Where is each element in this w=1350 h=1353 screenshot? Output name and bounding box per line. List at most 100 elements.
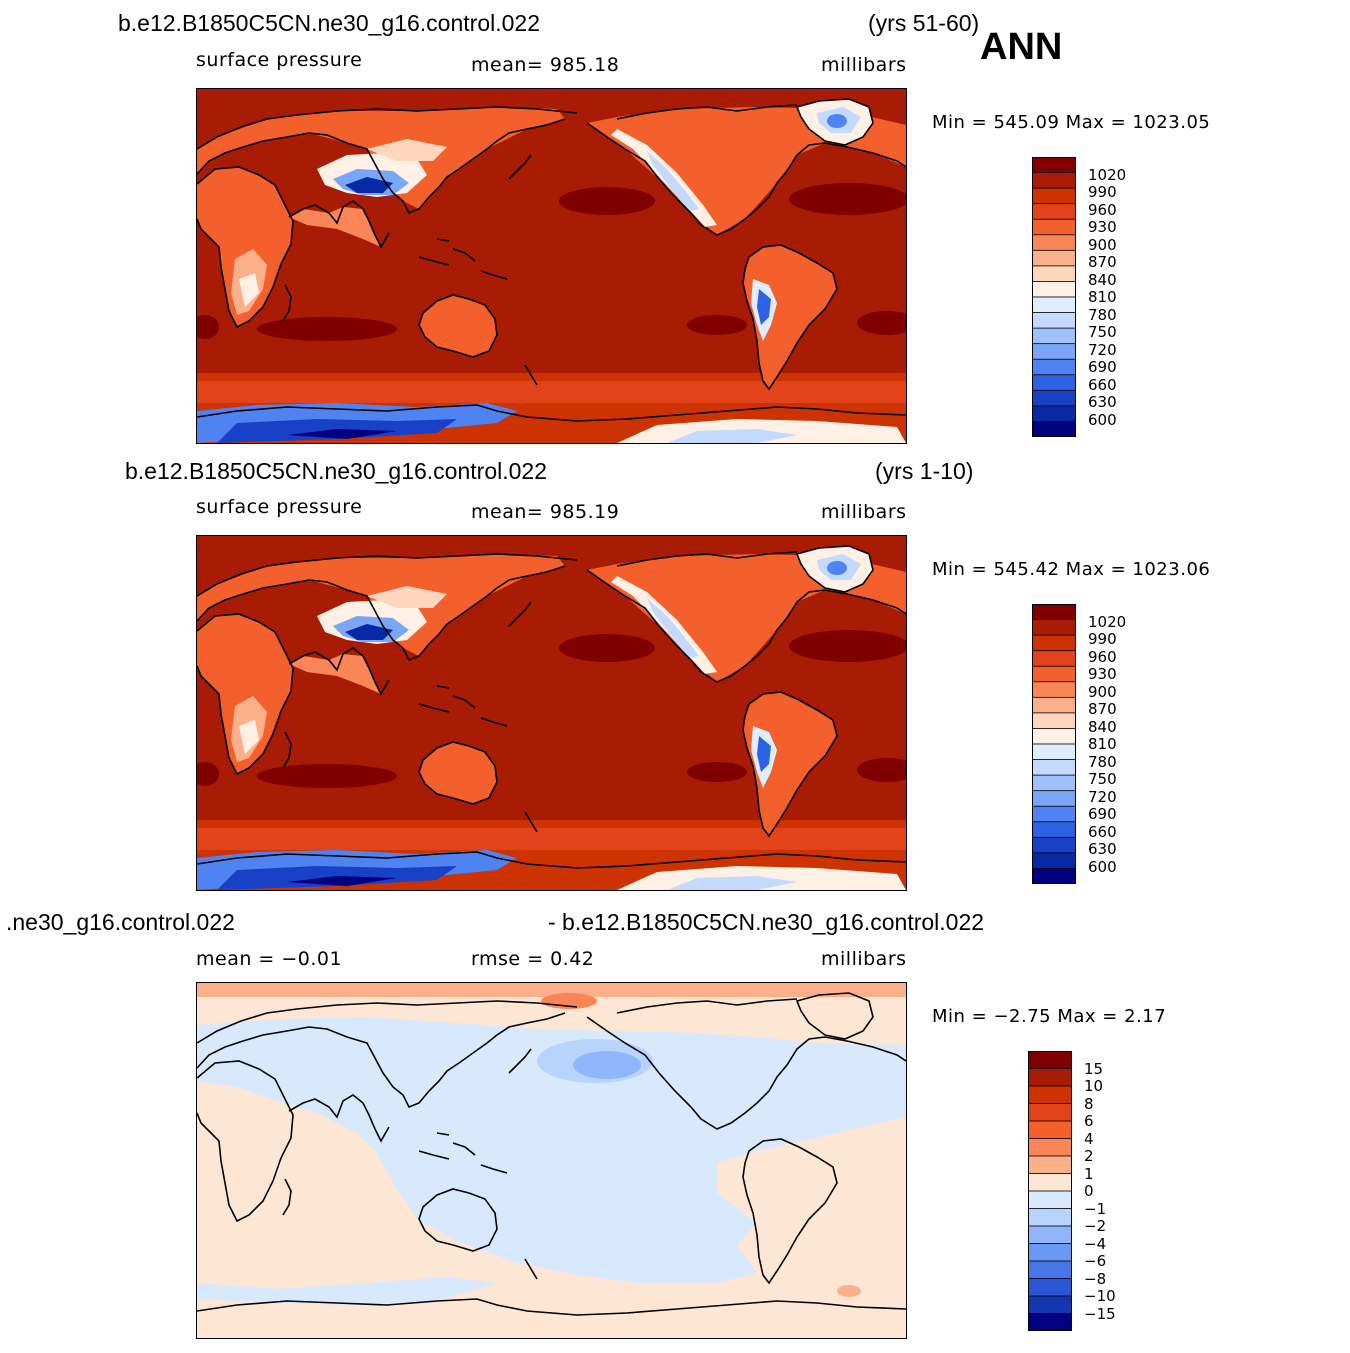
panel-2-colorbar (1031, 603, 1077, 885)
panel-3-colorbar (1027, 1050, 1073, 1332)
panel-1-colorbar-labels: 1020 990 960 930 900 870 840 810 780 750 720 690 660… (1088, 157, 1148, 437)
colorbar-tick-label: 720 (1088, 340, 1117, 359)
panel-3-units: millibars (821, 948, 907, 970)
colorbar-tick-label: 4 (1084, 1129, 1094, 1148)
colorbar-box (1031, 805, 1077, 823)
colorbar-box (1031, 374, 1077, 392)
panel-3-colorbar-labels: 15 10 8 6 4 2 1 0 −1 −2 −4 −6 −8 −10 −15 (1084, 1051, 1144, 1331)
colorbar-tick-label: 690 (1088, 805, 1117, 823)
colorbar-box (1031, 619, 1077, 636)
panel-3-case-title: .ne30_g16.control.022 (6, 909, 235, 935)
colorbar-box (1031, 774, 1077, 792)
colorbar-tick-label: 660 (1088, 375, 1117, 394)
colorbar-box (1027, 1068, 1073, 1087)
colorbar-tick-label: 840 (1088, 717, 1117, 736)
panel-1-case-title: b.e12.B1850C5CN.ne30_g16.control.022 (118, 10, 540, 36)
colorbar-tick-label: −10 (1084, 1287, 1116, 1305)
panel-2-field: surface pressure (196, 496, 363, 518)
colorbar-box (1031, 405, 1077, 423)
colorbar-tick-label: 990 (1088, 630, 1117, 648)
colorbar-tick-label: −15 (1084, 1304, 1116, 1323)
colorbar-box (1031, 650, 1077, 667)
colorbar-box (1027, 1278, 1073, 1297)
colorbar-box (1031, 312, 1077, 329)
panel-1-minmax: Min = 545.09 Max = 1023.05 (932, 112, 1211, 133)
colorbar-box (1031, 343, 1077, 360)
colorbar-box (1031, 327, 1077, 345)
colorbar-box (1027, 1050, 1073, 1070)
colorbar-box (1027, 1138, 1073, 1157)
colorbar-tick-label: −4 (1084, 1234, 1107, 1253)
colorbar-tick-label: 1 (1084, 1164, 1094, 1183)
colorbar-tick-label: 8 (1084, 1094, 1094, 1113)
colorbar-box (1031, 172, 1077, 189)
colorbar-box (1031, 389, 1077, 407)
panel-2-case-title: b.e12.B1850C5CN.ne30_g16.control.022 (125, 458, 547, 484)
colorbar-box (1027, 1103, 1073, 1122)
colorbar-tick-label: −2 (1084, 1217, 1107, 1235)
colorbar-box (1031, 665, 1077, 683)
colorbar-box (1031, 156, 1077, 174)
colorbar-box (1027, 1208, 1073, 1227)
colorbar-box (1027, 1260, 1073, 1280)
panel-3-subtraction: - b.e12.B1850C5CN.ne30_g16.control.022 (548, 909, 985, 935)
panel-2-minmax: Min = 545.42 Max = 1023.06 (932, 559, 1211, 580)
coastlines (197, 545, 906, 869)
colorbar-box (1031, 234, 1077, 252)
colorbar-box (1031, 790, 1077, 807)
colorbar-tick-label: 960 (1088, 200, 1117, 219)
colorbar-box (1031, 696, 1077, 714)
colorbar-tick-label: 750 (1088, 323, 1117, 341)
colorbar-tick-label: 870 (1088, 700, 1117, 718)
panel-2-map (196, 535, 907, 891)
colorbar-tick-label: 1020 (1088, 165, 1127, 184)
panel-1-field: surface pressure (196, 49, 363, 71)
colorbar-tick-label: 900 (1088, 682, 1117, 701)
colorbar-tick-label: 810 (1088, 288, 1117, 306)
colorbar-tick-label: 930 (1088, 218, 1117, 236)
panel-2-mean: mean= 985.19 (471, 501, 620, 523)
colorbar-tick-label: −8 (1084, 1269, 1107, 1288)
colorbar-box (1031, 868, 1077, 885)
colorbar-box (1027, 1173, 1073, 1192)
colorbar-box (1031, 634, 1077, 652)
colorbar-tick-label: 630 (1088, 393, 1117, 411)
colorbar-box (1031, 603, 1077, 621)
colorbar-tick-label: 810 (1088, 735, 1117, 753)
colorbar-box (1027, 1295, 1073, 1315)
colorbar-box (1031, 759, 1077, 776)
colorbar-tick-label: −1 (1084, 1199, 1107, 1218)
panel-2-years: (yrs 1-10) (875, 458, 974, 484)
colorbar-box (1031, 281, 1077, 298)
panel-3-mean: mean = −0.01 (196, 948, 343, 970)
colorbar-box (1027, 1190, 1073, 1210)
colorbar-box (1031, 852, 1077, 870)
panel-1-units: millibars (821, 54, 907, 76)
panel-2-colorbar-labels: 1020 990 960 930 900 870 840 810 780 750 720 690 660… (1088, 604, 1148, 884)
colorbar-tick-label: 750 (1088, 770, 1117, 788)
colorbar-tick-label: 960 (1088, 647, 1117, 666)
colorbar-box (1031, 218, 1077, 236)
colorbar-tick-label: 780 (1088, 752, 1117, 771)
colorbar-tick-label: 15 (1084, 1059, 1104, 1078)
colorbar-box (1031, 265, 1077, 283)
colorbar-box (1027, 1243, 1073, 1262)
colorbar-tick-label: 990 (1088, 183, 1117, 201)
colorbar-box (1031, 743, 1077, 761)
panel-3-minmax: Min = −2.75 Max = 2.17 (932, 1006, 1167, 1027)
coastlines (197, 98, 906, 422)
colorbar-tick-label: 0 (1084, 1182, 1094, 1200)
colorbar-box (1031, 187, 1077, 205)
colorbar-box (1027, 1085, 1073, 1105)
colorbar-tick-label: 720 (1088, 787, 1117, 806)
panel-1-colorbar (1031, 156, 1077, 438)
colorbar-box (1031, 728, 1077, 745)
panel-2-units: millibars (821, 501, 907, 523)
colorbar-box (1031, 358, 1077, 376)
colorbar-box (1031, 249, 1077, 267)
panel-1-mean: mean= 985.18 (471, 54, 620, 76)
colorbar-box (1031, 836, 1077, 854)
panel-1-years: (yrs 51-60) (868, 10, 980, 36)
colorbar-box (1031, 296, 1077, 314)
panel-3-map (196, 982, 907, 1339)
